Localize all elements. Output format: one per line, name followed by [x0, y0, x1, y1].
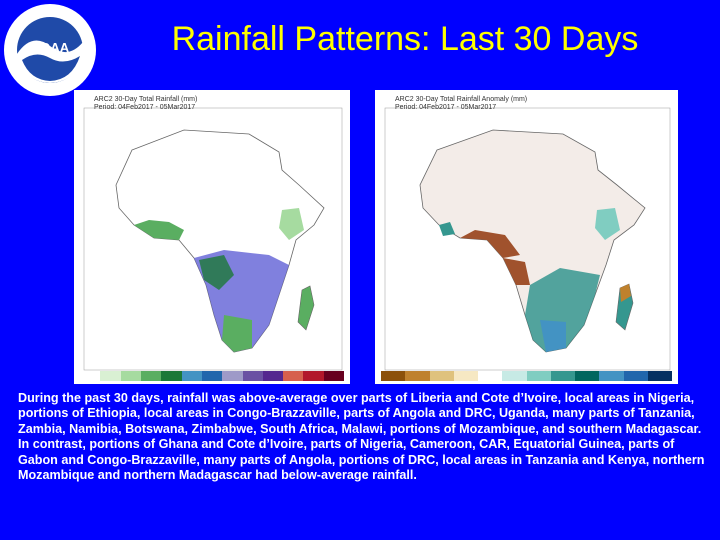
- africa-rainfall-map-graphic: [83, 107, 343, 371]
- left-map-colorbar: [80, 371, 345, 381]
- rainfall-total-map: ARC2 30-Day Total Rainfall (mm) Period: …: [74, 90, 350, 384]
- rainfall-anomaly-map: ARC2 30-Day Total Rainfall Anomaly (mm) …: [375, 90, 678, 384]
- left-map-caption: ARC2 30-Day Total Rainfall (mm) Period: …: [94, 96, 198, 111]
- noaa-logo-icon: NOAA: [4, 4, 96, 96]
- slide-title: Rainfall Patterns: Last 30 Days: [171, 20, 639, 58]
- noaa-logo: NOAA: [2, 2, 98, 98]
- africa-anomaly-map-graphic: [384, 107, 671, 371]
- logo-text: NOAA: [31, 40, 70, 55]
- right-map-caption: ARC2 30-Day Total Rainfall Anomaly (mm) …: [395, 96, 528, 111]
- summary-text: During the past 30 days, rainfall was ab…: [18, 391, 705, 483]
- right-map-colorbar: [381, 371, 672, 381]
